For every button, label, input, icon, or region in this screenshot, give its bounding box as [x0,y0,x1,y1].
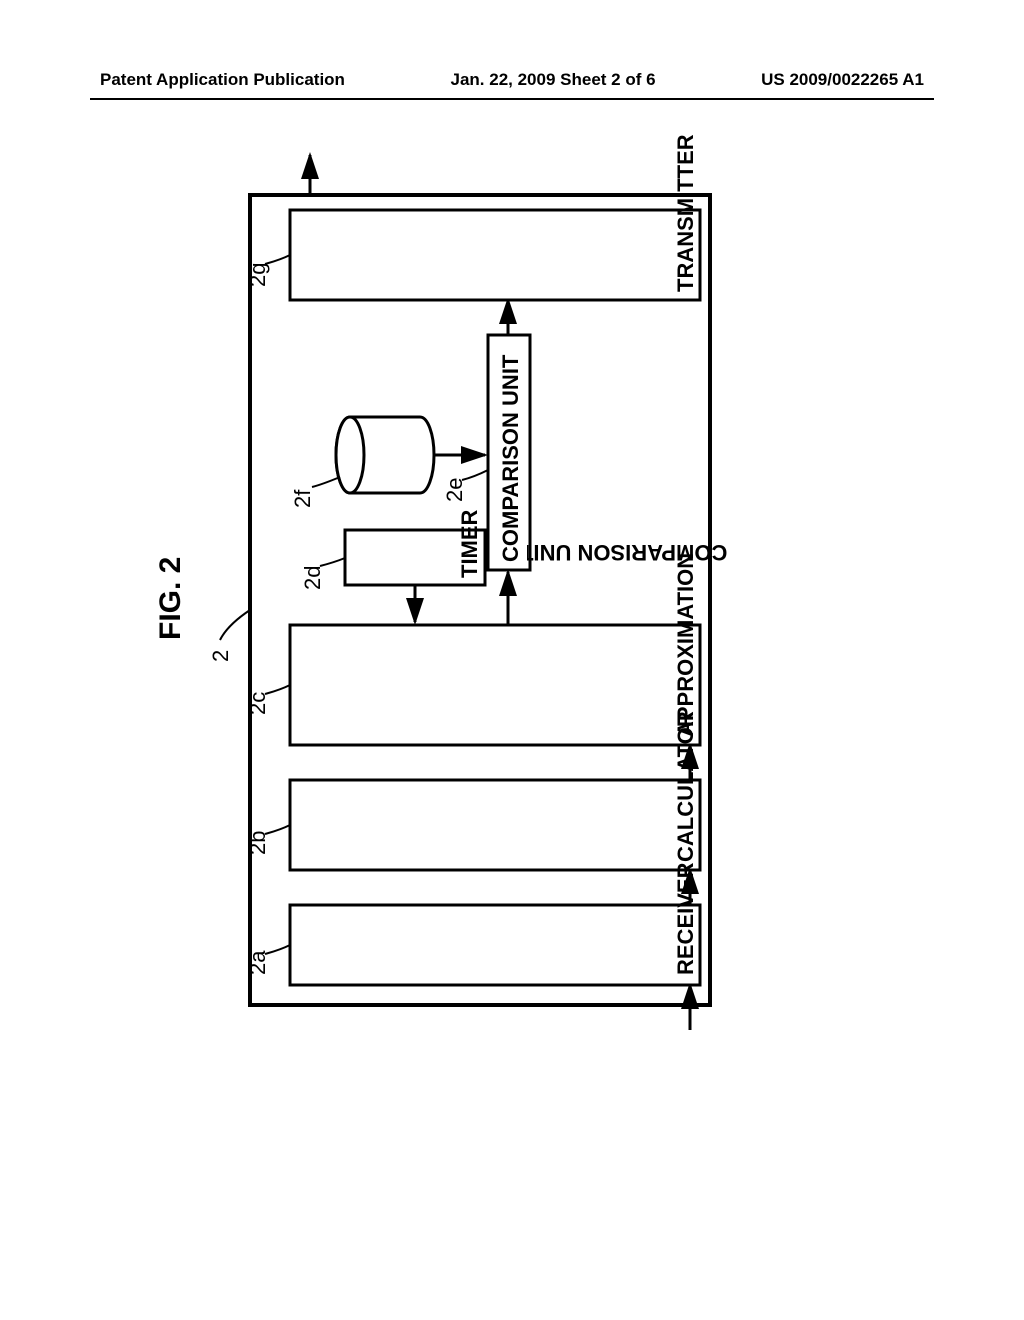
label-approx-1: APPROXIMATION [511,675,695,700]
ref-receiver: 2a [245,950,270,975]
header-rule [90,98,934,100]
ref-approx: 2c [245,692,270,715]
label-timer: TIMER [408,545,477,570]
outer-frame [250,195,710,1005]
ref-timer: 2d [300,566,325,590]
figure-title: FIG. 2 [154,557,187,640]
lbl-comp: COMPARISON UNIT [519,540,727,565]
page-header: Patent Application Publication Jan. 22, … [0,70,1024,90]
label-receiver-v: RECEIVER [582,927,695,952]
label-transmitter: TRANSMITTER [537,238,695,263]
ref-calculator: 2b [245,831,270,855]
ref-outer: 2 [208,650,233,662]
lead-timer [320,558,345,566]
label-approx-2: UNIT [643,650,695,675]
header-left: Patent Application Publication [100,70,345,90]
ref-transmitter: 2g [245,263,270,287]
block-comparison [488,335,530,570]
lead-storage [312,477,340,487]
ref-comparison: 2e [442,478,467,502]
lead-outer [220,610,250,640]
header-right: US 2009/0022265 A1 [761,70,924,90]
label-calculator: CALCULATOR [544,808,695,833]
header-center: Jan. 22, 2009 Sheet 2 of 6 [451,70,656,90]
ref-storage: 2f [290,489,315,508]
figure-2: FIG. 2 2 RECEIVER RECEIVER 2a CALCULATOR… [150,160,730,1060]
block-storage [336,417,434,493]
